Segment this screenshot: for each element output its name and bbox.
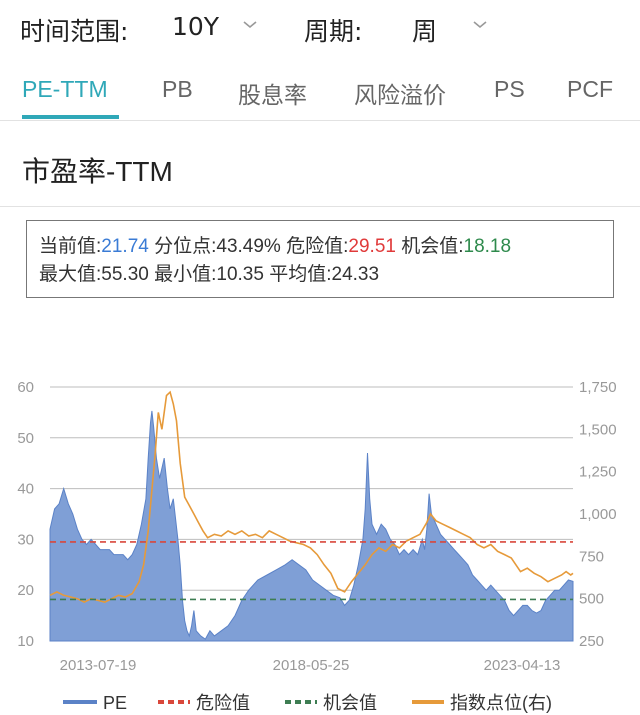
x-axis-tick-label: 2023-04-13 bbox=[484, 657, 561, 674]
tab-pb[interactable]: PB bbox=[162, 76, 193, 102]
right-axis-tick-label: 750 bbox=[579, 548, 604, 565]
page-title: 市盈率-TTM bbox=[22, 156, 173, 187]
x-axis-tick-label: 2013-07-19 bbox=[60, 657, 137, 674]
current-value: 21.74 bbox=[101, 236, 149, 257]
range-select[interactable]: 10Y bbox=[172, 12, 220, 41]
tab-risk-premium[interactable]: 风险溢价 bbox=[354, 82, 446, 108]
chevron-down-icon[interactable] bbox=[472, 20, 488, 30]
left-axis-tick-label: 60 bbox=[17, 379, 34, 396]
danger-value: 29.51 bbox=[348, 236, 396, 257]
left-axis-tick-label: 40 bbox=[17, 481, 34, 498]
right-axis-tick-label: 1,500 bbox=[579, 421, 617, 438]
left-axis-tick-label: 20 bbox=[17, 582, 34, 599]
pe-area-series bbox=[49, 410, 574, 642]
divider bbox=[0, 206, 640, 207]
tab-ps[interactable]: PS bbox=[494, 76, 525, 102]
max-value: 55.30 bbox=[101, 264, 149, 285]
right-axis-tick-label: 1,750 bbox=[579, 379, 617, 396]
right-axis-tick-label: 250 bbox=[579, 633, 604, 650]
period-select[interactable]: 周 bbox=[412, 17, 438, 46]
min-value: 10.35 bbox=[216, 264, 264, 285]
left-axis-tick-label: 10 bbox=[17, 633, 34, 650]
filter-row: 时间范围: 10Y 周期: 周 bbox=[0, 0, 640, 60]
x-axis-tick-label: 2018-05-25 bbox=[273, 657, 350, 674]
stats-panel: 当前值:21.74 分位点:43.49% 危险值:29.51 机会值:18.18… bbox=[26, 220, 614, 298]
stats-row: 最大值:55.30 最小值:10.35 平均值:24.33 bbox=[39, 259, 379, 286]
avg-value: 24.33 bbox=[331, 264, 380, 285]
current-label: 当前值: bbox=[39, 236, 102, 257]
index-line-series bbox=[49, 390, 574, 603]
range-label: 时间范围: bbox=[20, 17, 129, 46]
left-axis-tick-label: 30 bbox=[17, 531, 34, 548]
left-axis-tick-label: 50 bbox=[17, 430, 34, 447]
legend-index-label: 指数点位(右) bbox=[450, 693, 552, 713]
legend-chance-label: 机会值 bbox=[323, 693, 377, 713]
tab-bar: PE-TTM PB 股息率 风险溢价 PS PCF bbox=[0, 60, 640, 121]
max-label: 最大值: bbox=[39, 264, 102, 285]
period-label: 周期: bbox=[304, 17, 363, 46]
chevron-down-icon[interactable] bbox=[242, 20, 258, 30]
legend-danger-label: 危险值 bbox=[196, 693, 250, 713]
pe-chart[interactable]: 10 20 30 40 50 60 250 500 750 1,000 1,250 1,500 1,75… bbox=[0, 370, 640, 715]
legend-pe-label: PE bbox=[103, 693, 127, 713]
right-axis-tick-label: 1,250 bbox=[579, 464, 617, 481]
right-axis-tick-label: 500 bbox=[579, 591, 604, 608]
active-tab-indicator bbox=[22, 115, 119, 119]
tab-pcf[interactable]: PCF bbox=[567, 76, 613, 102]
danger-label: 危险值: bbox=[286, 236, 349, 257]
percentile-value: 43.49% bbox=[216, 236, 281, 257]
chance-value: 18.18 bbox=[463, 236, 512, 257]
chance-label: 机会值: bbox=[401, 236, 464, 257]
percentile-label: 分位点: bbox=[154, 236, 217, 257]
tab-pe-ttm[interactable]: PE-TTM bbox=[22, 76, 108, 102]
tab-dividend-yield[interactable]: 股息率 bbox=[238, 82, 307, 108]
stats-row: 当前值:21.74 分位点:43.49% 危险值:29.51 机会值:18.18 bbox=[39, 231, 511, 258]
min-label: 最小值: bbox=[154, 264, 217, 285]
avg-label: 平均值: bbox=[269, 264, 332, 285]
right-axis-tick-label: 1,000 bbox=[579, 506, 617, 523]
